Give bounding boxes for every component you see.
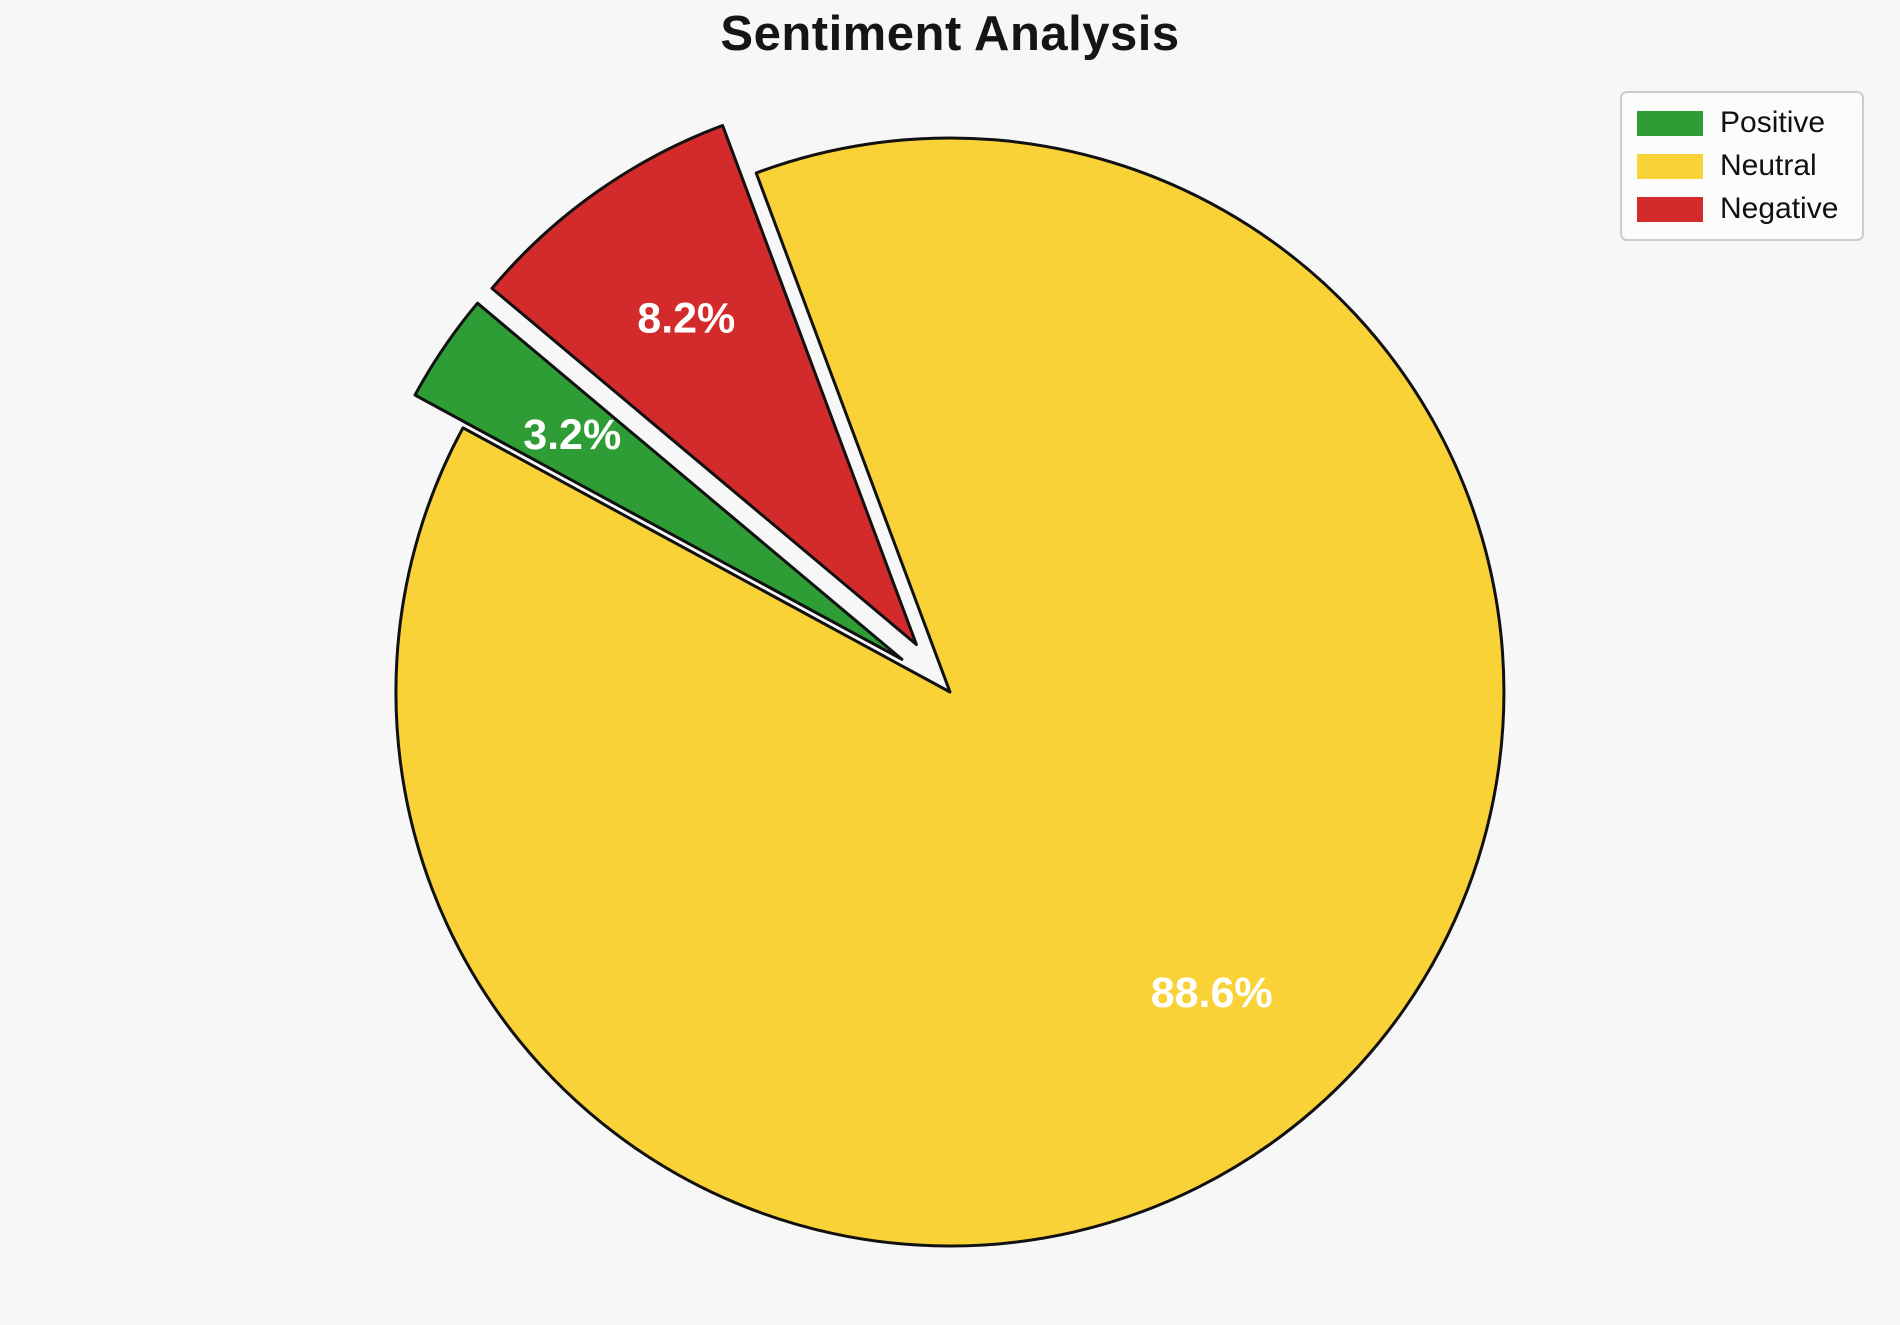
pie-slice-negative [490, 124, 918, 646]
legend-swatch-neutral [1637, 153, 1703, 179]
pie-slice-positive [413, 301, 904, 661]
slice-label-neutral: 88.6% [1151, 969, 1273, 1017]
legend-item-positive: Positive [1637, 106, 1847, 140]
legend-swatch-positive [1637, 110, 1703, 136]
chart-title: Sentiment Analysis [720, 7, 1180, 61]
pie-slice-neutral [394, 136, 1506, 1248]
legend-swatch-negative [1637, 196, 1703, 222]
legend-label: Negative [1720, 192, 1839, 225]
slice-label-negative: 8.2% [637, 295, 735, 343]
legend-item-neutral: Neutral [1637, 149, 1847, 183]
legend-item-negative: Negative [1637, 192, 1847, 226]
legend-label: Neutral [1720, 149, 1817, 182]
legend-label: Positive [1720, 106, 1826, 139]
legend-box: Positive Neutral Negative [1620, 91, 1864, 241]
slice-label-positive: 3.2% [523, 411, 621, 459]
